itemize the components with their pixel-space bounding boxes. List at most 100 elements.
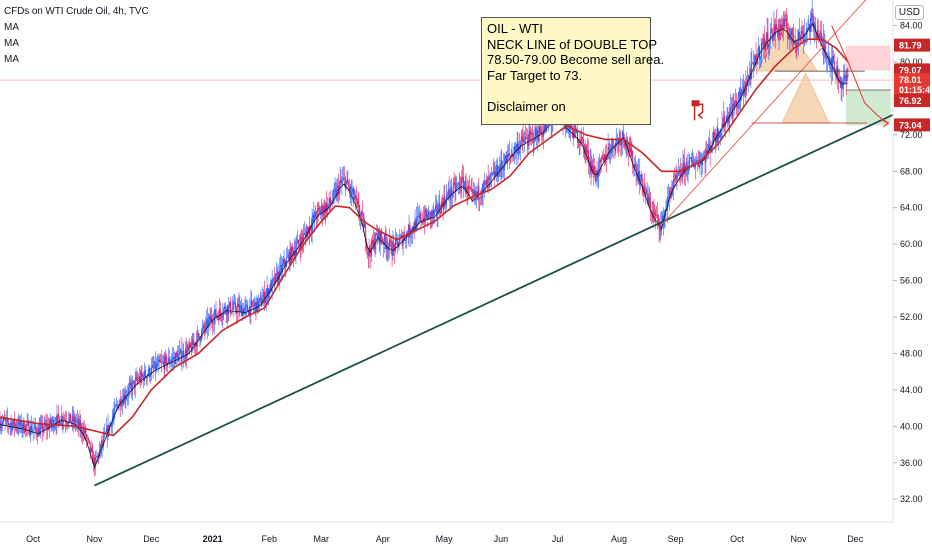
candle-body (393, 242, 395, 245)
indicator-ma-2[interactable]: MA (4, 38, 19, 49)
price-tag-bg (894, 94, 930, 108)
candle-body (451, 192, 453, 196)
candle-body (543, 125, 545, 130)
candle-body (721, 124, 723, 131)
candles (0, 0, 849, 477)
candle-body (407, 234, 409, 238)
candle-body (188, 346, 190, 349)
candle-body (365, 226, 367, 244)
candle-body (500, 160, 502, 171)
price-tag-label: 81.79 (899, 41, 922, 51)
candle-body (582, 136, 584, 140)
annotation-note[interactable]: OIL - WTI NECK LINE of DOUBLE TOP 78.50-… (481, 17, 665, 125)
indicator-ma-3[interactable]: MA (4, 54, 19, 65)
candle-body (788, 36, 790, 40)
candle-body (46, 424, 48, 429)
candle-body (230, 312, 232, 314)
candle-body (417, 216, 419, 217)
candle-body (764, 41, 766, 51)
candle-body (451, 186, 453, 196)
candle-body (47, 424, 49, 429)
candle-body (184, 348, 186, 359)
candle-body (740, 88, 742, 100)
candle-body (708, 143, 710, 146)
symbol-title[interactable]: CFDs on WTI Crude Oil, 4h, TVC (4, 6, 149, 17)
candle-body (190, 343, 192, 347)
time-axis[interactable]: Oct Nov Dec 2021 Feb Mar Apr May Jun Jul Aug Sep Oct… (0, 521, 893, 544)
candle-body (506, 154, 508, 164)
candle-body (501, 160, 503, 167)
candle-body (513, 153, 515, 158)
candle-body (430, 212, 432, 219)
candle-body (286, 257, 288, 267)
candle-body (72, 415, 74, 422)
price-tick-label: 80.00 (900, 57, 923, 67)
candle-body (371, 239, 373, 256)
candle-body (657, 214, 659, 220)
candle-body (303, 234, 305, 242)
candle-body (611, 139, 613, 147)
candle-body (798, 32, 800, 39)
candle-body (537, 130, 539, 140)
candle-body (83, 429, 85, 434)
time-tick-label: 2021 (203, 534, 223, 544)
candle-body (343, 177, 345, 179)
candle-body (701, 158, 703, 166)
projection-path (831, 25, 889, 124)
candle-body (82, 429, 84, 436)
candle-body (275, 273, 277, 274)
candle-body (354, 198, 356, 200)
note-line-3: 78.50-79.00 Become sell area. (487, 52, 665, 67)
candle-body (276, 273, 278, 283)
candle-body (92, 450, 94, 464)
candle-body (346, 178, 348, 182)
currency-button[interactable]: USD (894, 5, 924, 20)
candle-body (8, 422, 10, 426)
candle-body (462, 176, 464, 178)
candle-body (113, 412, 115, 417)
candle-body (613, 147, 615, 148)
candle-body (683, 162, 685, 164)
candle-body (632, 150, 634, 168)
candle-body (238, 304, 240, 312)
candle-body (593, 166, 595, 173)
candle-body (251, 300, 253, 302)
candle-body (206, 318, 208, 322)
candle-body (582, 139, 584, 144)
candle-body (130, 382, 132, 386)
candle-body (458, 183, 460, 184)
candle-body (728, 121, 730, 123)
candle-body (390, 241, 392, 254)
candle-body (381, 238, 383, 242)
candle-body (785, 18, 787, 20)
candle-body (340, 180, 342, 183)
candle-body (146, 375, 148, 379)
candle-body (215, 309, 217, 317)
candle-body (212, 321, 214, 324)
candle-body (195, 342, 197, 347)
candle-body (47, 424, 49, 430)
time-tick-label: Dec (143, 534, 160, 544)
candle-body (214, 309, 216, 316)
price-tag-label: 78.01 (899, 75, 922, 85)
candle-body (733, 103, 735, 108)
candle-body (681, 175, 683, 177)
candle-body (783, 19, 785, 27)
candle-body (142, 375, 144, 377)
candle-body (377, 234, 379, 239)
candle-body (410, 233, 412, 236)
candle-body (706, 149, 708, 155)
candle-body (57, 413, 59, 415)
candle-body (294, 251, 296, 256)
candle-body (100, 444, 102, 449)
candle-body (595, 171, 597, 182)
candle-body (273, 277, 275, 280)
candle-body (349, 186, 351, 192)
candle-body (773, 24, 775, 36)
price-tag-bg (894, 118, 930, 132)
candle-body (419, 213, 421, 218)
candle-body (820, 32, 822, 34)
indicator-ma-1[interactable]: MA (4, 22, 19, 33)
